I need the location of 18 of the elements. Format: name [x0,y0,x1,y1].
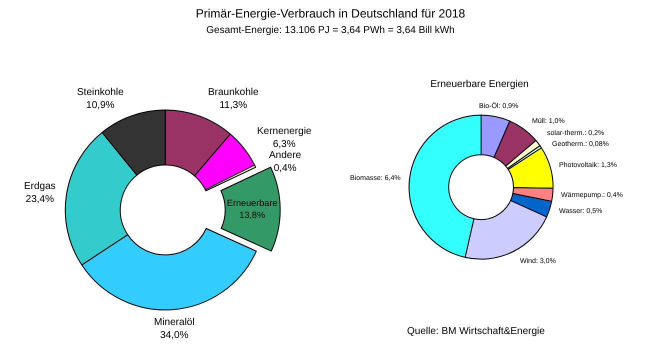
data-label: 13,8% [239,210,266,220]
slice-label: Mineralöl [154,317,195,328]
chart-title: Primär-Energie-Verbrauch in Deutschland für 2018 [196,6,466,20]
data-label: 34,0% [160,330,189,341]
data-label: 11,3% [219,100,248,111]
slice-label: Erdgas [24,181,56,192]
slice-label: Andere [269,150,302,161]
data-label: 0,4% [274,163,297,174]
source-note: Quelle: BM Wirtschaft&Energie [407,326,546,337]
slice-label: Kernenergie [257,126,312,137]
slice-label: Braunkohle [208,87,260,98]
slice-label: Steinkohle [77,87,124,98]
chart-subtitle: Gesamt-Energie: 13.106 PJ = 3,64 PWh = 3,64 Bill kWh [206,25,455,36]
data-label: 23,4% [26,194,54,205]
chart-title: Erneuerbare Energien [430,79,529,90]
slice-label: Erneuerbare [226,198,278,208]
data-label: 6,3% [272,139,296,150]
data-label: 10,9% [86,100,115,111]
